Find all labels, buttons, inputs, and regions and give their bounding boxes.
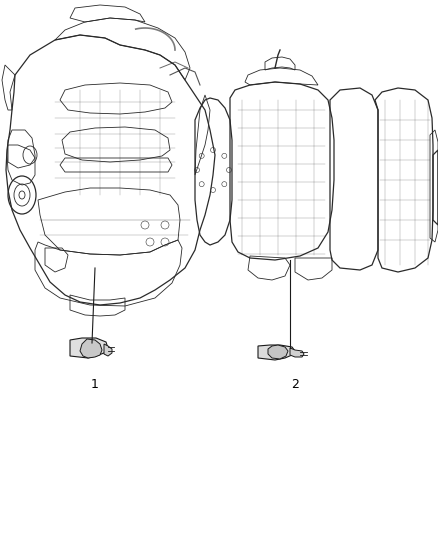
Polygon shape — [70, 338, 108, 358]
Text: 2: 2 — [291, 378, 299, 392]
Polygon shape — [258, 345, 295, 360]
Text: 1: 1 — [91, 378, 99, 392]
Polygon shape — [80, 339, 102, 358]
Polygon shape — [290, 348, 304, 357]
Polygon shape — [268, 345, 288, 359]
Polygon shape — [104, 344, 112, 356]
